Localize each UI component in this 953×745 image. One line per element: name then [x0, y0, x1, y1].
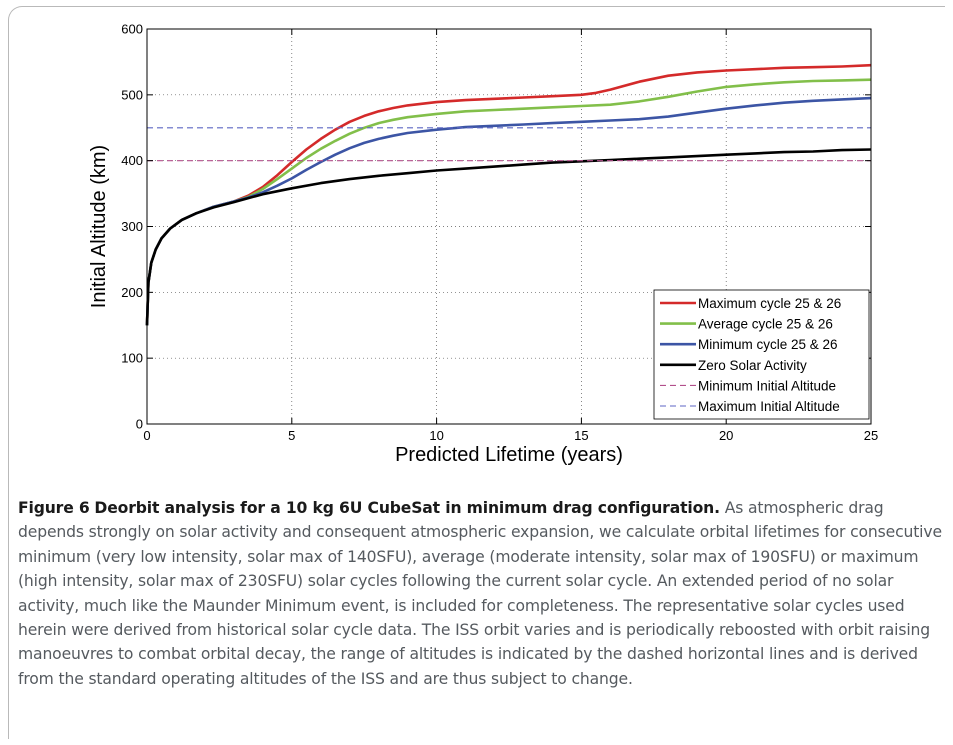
legend-box	[653, 289, 870, 420]
y-tick-label: 300	[121, 219, 143, 234]
y-tick-label: 400	[121, 153, 143, 168]
figure-frame	[8, 6, 945, 739]
legend-label-5: Maximum Initial Altitude	[698, 399, 840, 414]
x-axis-title: Predicted Lifetime (years)	[395, 444, 623, 466]
y-axis-title: Initial Altitude (km)	[88, 145, 110, 308]
y-tick-label: 500	[121, 87, 143, 102]
x-tick-label: 0	[143, 428, 150, 443]
legend-label-4: Minimum Initial Altitude	[698, 378, 836, 393]
y-tick-label: 0	[136, 417, 143, 432]
y-tick-label: 200	[121, 285, 143, 300]
y-tick-label: 600	[121, 22, 143, 37]
deorbit-chart: 0 5 10 15 20 25 0 100 200 300 400 500 600 Predicted L…	[88, 22, 878, 467]
x-tick-label: 5	[288, 428, 295, 443]
x-tick-label: 10	[429, 428, 443, 443]
x-tick-label: 20	[719, 428, 733, 443]
series-line-3	[145, 148, 872, 326]
legend-label-1: Average cycle 25 & 26	[698, 317, 833, 332]
x-tick-label: 25	[864, 428, 878, 443]
figure-description: As atmospheric drag depends strongly on …	[18, 499, 942, 688]
figure-title: Deorbit analysis for a 10 kg 6U CubeSat …	[94, 499, 720, 517]
legend-label-3: Zero Solar Activity	[698, 358, 807, 373]
legend-label-2: Minimum cycle 25 & 26	[698, 337, 838, 352]
y-tick-label: 100	[121, 351, 143, 366]
x-tick-label: 15	[574, 428, 588, 443]
legend-label-0: Maximum cycle 25 & 26	[698, 296, 841, 311]
figure-label: Figure 6	[18, 499, 90, 517]
figure-caption: Figure 6 Deorbit analysis for a 10 kg 6U…	[18, 496, 946, 691]
